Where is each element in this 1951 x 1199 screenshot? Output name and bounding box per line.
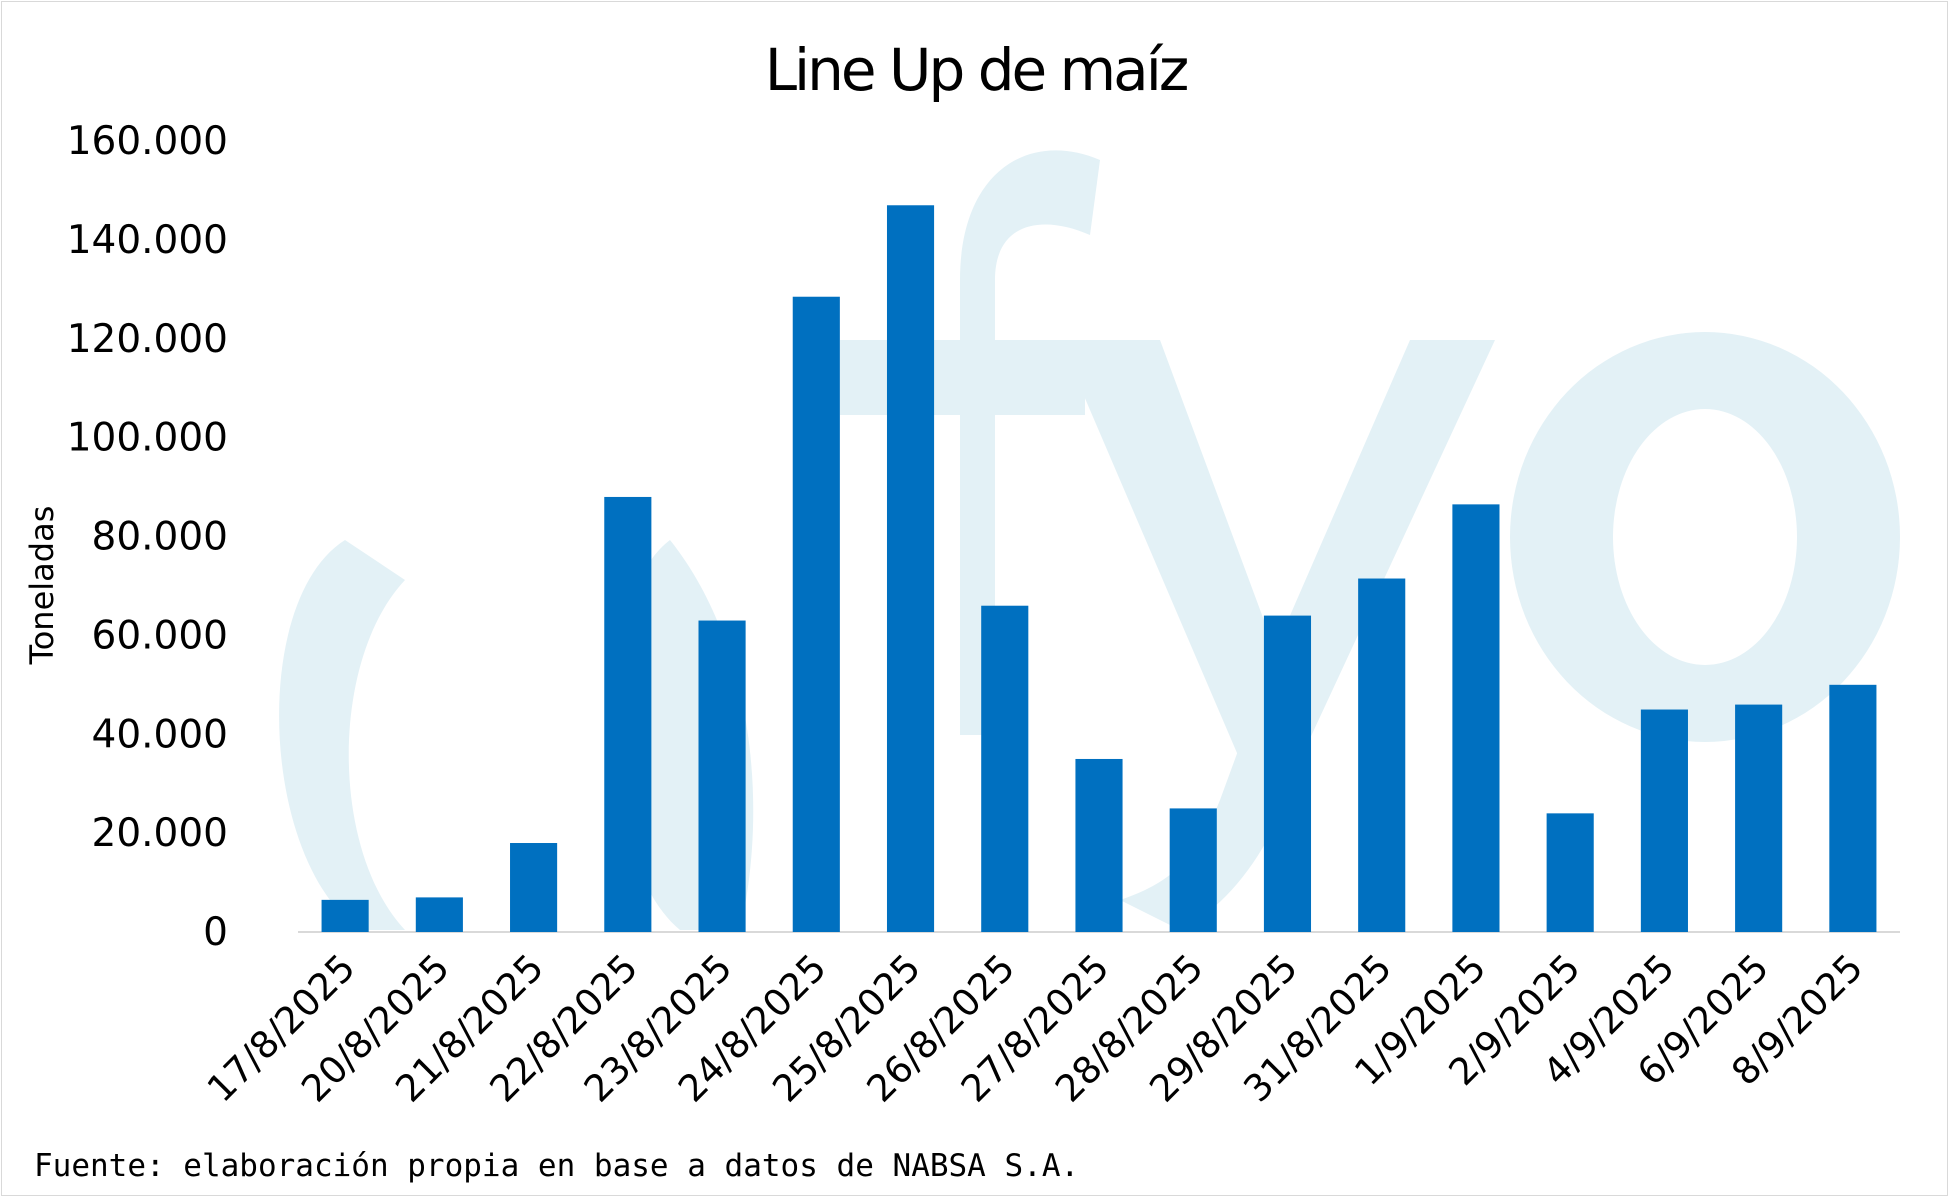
bar-8-9-2025	[1829, 684, 1877, 932]
y-tick-label: 100.000	[67, 416, 228, 461]
watermark-y	[1060, 340, 1495, 760]
y-tick-label: 80.000	[92, 515, 228, 560]
bar-6-9-2025	[1735, 704, 1783, 932]
y-tick-label: 0	[203, 910, 228, 955]
y-tick-label: 40.000	[92, 712, 228, 757]
bar-31-8-2025	[1358, 578, 1406, 932]
bar-1-9-2025	[1452, 504, 1500, 932]
bar-20-8-2025	[415, 897, 463, 932]
bar-17-8-2025	[321, 899, 369, 932]
bar-21-8-2025	[510, 843, 558, 932]
y-tick-label: 160.000	[67, 119, 228, 164]
watermark-c-left	[279, 540, 405, 930]
bar-28-8-2025	[1169, 808, 1217, 932]
watermark-y-tail	[1120, 650, 1300, 930]
watermark-logo	[279, 150, 1900, 930]
y-tick-label: 120.000	[67, 317, 228, 362]
bar-24-8-2025	[792, 296, 840, 932]
watermark-f	[840, 150, 1100, 735]
bar-22-8-2025	[604, 496, 652, 932]
bar-27-8-2025	[1075, 758, 1123, 932]
y-tick-label: 60.000	[92, 613, 228, 658]
y-tick-label: 20.000	[92, 811, 228, 856]
x-axis: 17/8/202520/8/202521/8/202522/8/202523/8…	[199, 946, 1871, 1111]
bar-series	[321, 205, 1877, 933]
bar-4-9-2025	[1640, 709, 1688, 932]
watermark-o-hole	[1613, 409, 1797, 665]
chart-title: Line Up de maíz	[764, 36, 1190, 104]
bar-2-9-2025	[1546, 813, 1594, 932]
y-axis-label: Toneladas	[23, 505, 61, 665]
bar-26-8-2025	[981, 605, 1029, 932]
bar-29-8-2025	[1263, 615, 1312, 932]
source-note: Fuente: elaboración propia en base a dat…	[34, 1148, 1080, 1184]
bar-23-8-2025	[698, 620, 746, 932]
y-axis: 0 20.000 40.000 60.000 80.000 100.000 120.000 1…	[67, 119, 228, 955]
y-tick-label: 140.000	[67, 218, 228, 263]
bar-25-8-2025	[886, 205, 935, 933]
